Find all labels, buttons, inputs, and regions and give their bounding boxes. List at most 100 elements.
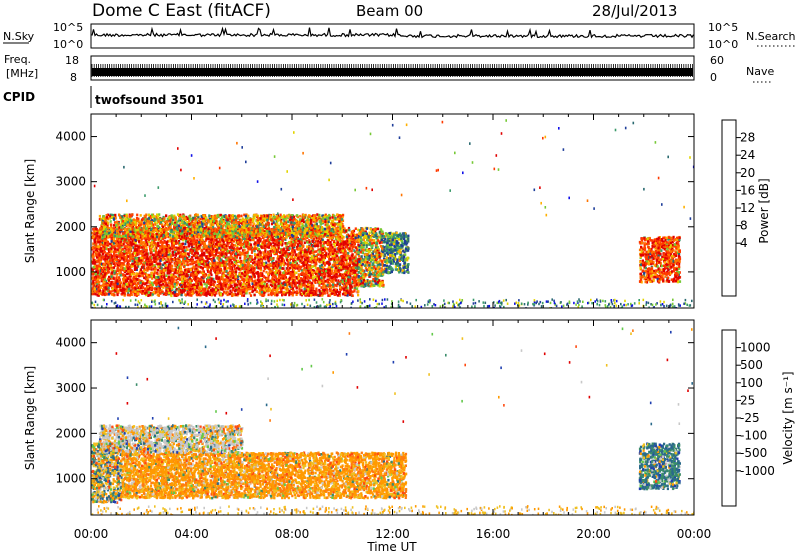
- rti-cell: [169, 265, 172, 268]
- rti-cell: [183, 275, 186, 279]
- rti-cell: [277, 271, 280, 275]
- rti-cell: [233, 284, 236, 288]
- rti-cell: [239, 269, 242, 272]
- rti-cell: [280, 249, 283, 253]
- rti-cell: [226, 263, 229, 266]
- rti-cell: [255, 266, 259, 269]
- rti-cell: [201, 266, 204, 270]
- rti-cell: [286, 242, 289, 245]
- rti-cell: [337, 246, 340, 250]
- rti-cell: [137, 262, 140, 266]
- rti-cell: [207, 292, 210, 296]
- rti-cell: [285, 286, 289, 289]
- rti-cell: [298, 255, 301, 259]
- rti-cell: [304, 292, 307, 295]
- rti-cell: [249, 287, 252, 291]
- rti-cell: [203, 292, 207, 295]
- rti-cell: [165, 289, 168, 292]
- rti-cell: [348, 276, 351, 280]
- rti-cell: [266, 245, 269, 249]
- rti-cell: [194, 287, 197, 291]
- rti-cell: [160, 289, 163, 292]
- rti-cell: [166, 278, 169, 281]
- rti-cell: [211, 259, 214, 263]
- rti-cell: [281, 291, 284, 294]
- rti-cell: [185, 269, 189, 273]
- rti-cell: [220, 284, 223, 288]
- rti-cell: [213, 245, 216, 248]
- rti-cell: [306, 253, 309, 256]
- rti-cell: [354, 255, 357, 258]
- rti-cell: [291, 270, 294, 274]
- rti-cell: [98, 239, 101, 242]
- rti-cell: [191, 283, 194, 287]
- rti-cell: [232, 239, 236, 243]
- rti-cell: [281, 275, 284, 278]
- rti-cell: [200, 276, 203, 279]
- rti-cell: [170, 267, 173, 270]
- rti-cell: [169, 263, 172, 267]
- rti-cell: [311, 293, 314, 296]
- rti-cell: [303, 266, 306, 270]
- rti-cell: [242, 273, 245, 276]
- rti-cell: [132, 273, 136, 276]
- rti-cell: [147, 261, 150, 265]
- rti-cell: [95, 259, 99, 263]
- rti-cell: [104, 283, 107, 286]
- rti-cell: [260, 272, 264, 275]
- rti-cell: [259, 274, 262, 278]
- rti-cell: [338, 284, 341, 287]
- rti-cell: [233, 247, 236, 250]
- rti-cell: [235, 236, 239, 239]
- rti-cell: [137, 272, 140, 276]
- rti-cell: [153, 264, 156, 267]
- rti-cell: [193, 265, 196, 268]
- rti-cell: [354, 227, 357, 230]
- rti-cell: [94, 292, 97, 296]
- date-title: 28/Jul/2013: [592, 2, 677, 20]
- rti-cell: [160, 239, 163, 243]
- rti-cell: [172, 277, 175, 280]
- rti-cell: [226, 293, 229, 297]
- rti-cell: [111, 258, 114, 262]
- rti-cell: [151, 277, 154, 280]
- rti-cell: [118, 276, 121, 279]
- nave-label: Nave: [746, 65, 774, 78]
- rti-cell: [187, 282, 190, 285]
- rti-cell: [299, 290, 302, 294]
- rti-cell: [199, 258, 202, 262]
- rti-cell: [318, 237, 321, 240]
- rti-cell: [192, 261, 195, 265]
- nave-tick-top: 60: [710, 54, 724, 67]
- rti-cell: [278, 272, 282, 275]
- rti-cell: [268, 272, 271, 275]
- rti-cell: [111, 280, 114, 284]
- rti-cell: [206, 268, 209, 272]
- rti-cell: [303, 290, 306, 293]
- rti-cell: [295, 264, 299, 268]
- rti-cell: [147, 285, 150, 289]
- rti-cell: [227, 266, 230, 270]
- rti-cell: [297, 275, 300, 279]
- rti-cell: [105, 244, 108, 248]
- rti-cell: [336, 236, 339, 239]
- rti-cell: [303, 257, 306, 261]
- rti-cell: [201, 252, 204, 255]
- rti-cell: [231, 247, 234, 251]
- rti-cell: [269, 268, 272, 271]
- rti-cell: [186, 260, 189, 264]
- rti-cell: [128, 251, 131, 255]
- rti-cell: [352, 270, 355, 274]
- rti-cell: [166, 247, 169, 250]
- rti-cell: [265, 285, 268, 288]
- rti-cell: [222, 271, 225, 275]
- rti-cell: [112, 239, 115, 243]
- rti-cell: [251, 275, 255, 278]
- rti-cell: [170, 285, 173, 288]
- rti-cell: [266, 284, 270, 288]
- rti-cell: [353, 242, 356, 246]
- rti-cell: [117, 260, 121, 264]
- rti-cell: [147, 265, 150, 268]
- rti-cell: [106, 254, 109, 257]
- rti-cell: [243, 251, 246, 255]
